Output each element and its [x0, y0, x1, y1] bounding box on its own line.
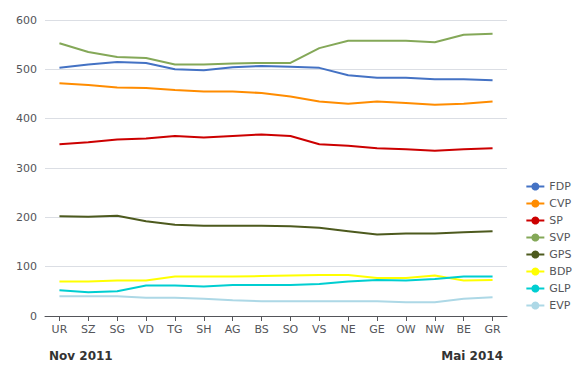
svg-text:SZ: SZ [81, 323, 96, 336]
svg-text:300: 300 [16, 162, 37, 175]
svg-text:GPS: GPS [549, 248, 571, 261]
svg-text:CVP: CVP [549, 197, 571, 210]
svg-text:BDP: BDP [549, 265, 572, 278]
svg-text:0: 0 [30, 310, 37, 323]
svg-text:NE: NE [341, 323, 356, 336]
svg-text:GR: GR [484, 323, 501, 336]
svg-text:100: 100 [16, 260, 37, 273]
svg-text:Mai 2014: Mai 2014 [441, 349, 503, 363]
svg-text:EVP: EVP [549, 299, 570, 312]
svg-text:UR: UR [52, 323, 68, 336]
svg-text:VD: VD [138, 323, 154, 336]
svg-text:GLP: GLP [549, 282, 571, 295]
svg-text:SH: SH [196, 323, 211, 336]
svg-text:SVP: SVP [549, 231, 571, 244]
svg-text:BS: BS [254, 323, 268, 336]
svg-text:BE: BE [456, 323, 471, 336]
svg-text:NW: NW [425, 323, 444, 336]
svg-text:600: 600 [16, 14, 37, 27]
svg-text:200: 200 [16, 211, 37, 224]
svg-text:SP: SP [549, 214, 563, 227]
svg-text:SG: SG [109, 323, 125, 336]
svg-text:VS: VS [312, 323, 327, 336]
svg-text:GE: GE [369, 323, 385, 336]
svg-text:TG: TG [166, 323, 182, 336]
svg-text:400: 400 [16, 112, 37, 125]
svg-text:Nov 2011: Nov 2011 [49, 349, 113, 363]
svg-text:AG: AG [225, 323, 241, 336]
svg-text:SO: SO [283, 323, 299, 336]
svg-text:OW: OW [396, 323, 416, 336]
svg-text:FDP: FDP [549, 180, 571, 193]
svg-text:500: 500 [16, 63, 37, 76]
